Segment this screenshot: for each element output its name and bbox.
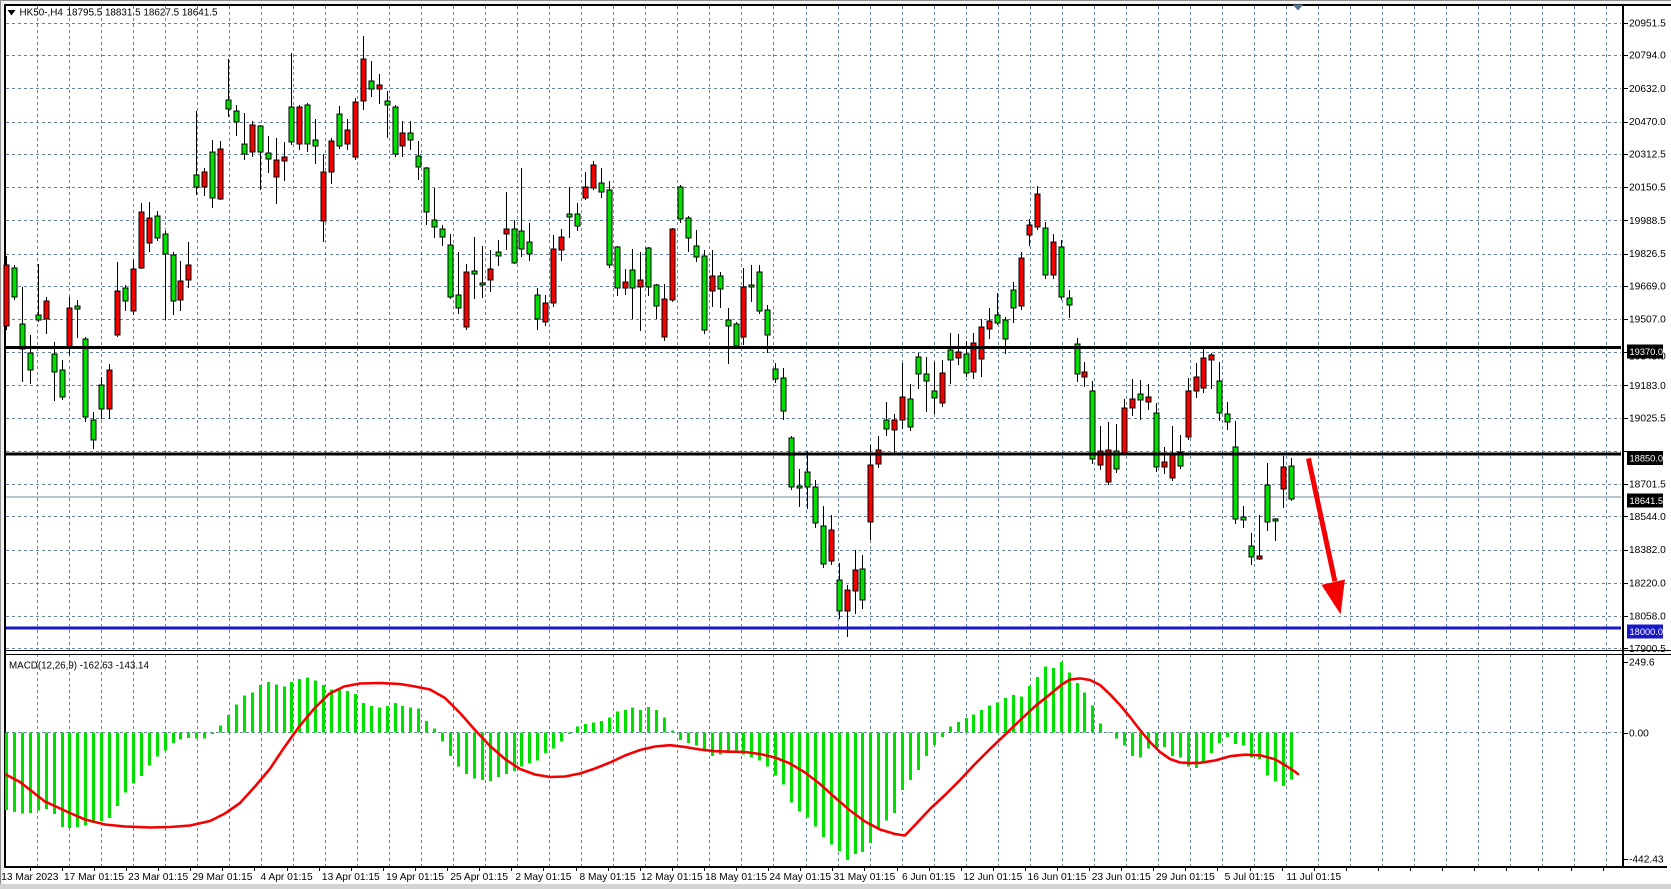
svg-text:13 Apr 01:15: 13 Apr 01:15 — [322, 872, 380, 883]
svg-text:19370.0: 19370.0 — [1630, 347, 1664, 357]
svg-text:18850.0: 18850.0 — [1630, 454, 1664, 464]
svg-text:20632.0: 20632.0 — [1629, 84, 1666, 95]
svg-text:29 Jun 01:15: 29 Jun 01:15 — [1156, 872, 1215, 883]
svg-text:8 May 01:15: 8 May 01:15 — [580, 872, 636, 883]
svg-text:23 Jun 01:15: 23 Jun 01:15 — [1092, 872, 1151, 883]
svg-text:25 Apr 01:15: 25 Apr 01:15 — [450, 872, 508, 883]
svg-text:18000.0: 18000.0 — [1630, 627, 1664, 637]
svg-text:12 Jun 01:15: 12 Jun 01:15 — [963, 872, 1022, 883]
svg-text:18 May 01:15: 18 May 01:15 — [705, 872, 767, 883]
svg-text:18220.0: 18220.0 — [1629, 578, 1666, 589]
svg-text:19025.5: 19025.5 — [1629, 413, 1666, 424]
svg-text:19 Apr 01:15: 19 Apr 01:15 — [386, 872, 444, 883]
svg-text:20150.5: 20150.5 — [1629, 183, 1666, 194]
svg-text:19988.5: 19988.5 — [1629, 216, 1666, 227]
svg-text:20312.5: 20312.5 — [1629, 149, 1666, 160]
svg-text:18058.0: 18058.0 — [1629, 612, 1666, 623]
svg-text:16 Jun 01:15: 16 Jun 01:15 — [1028, 872, 1087, 883]
svg-text:HK50-,H4: HK50-,H4 — [20, 8, 64, 19]
svg-text:19183.0: 19183.0 — [1629, 381, 1666, 392]
svg-text:19507.0: 19507.0 — [1629, 315, 1666, 326]
svg-text:20951.5: 20951.5 — [1629, 18, 1666, 29]
svg-text:18641.5: 18641.5 — [1630, 496, 1664, 506]
svg-text:19826.5: 19826.5 — [1629, 249, 1666, 260]
svg-text:4 Apr 01:15: 4 Apr 01:15 — [261, 872, 313, 883]
svg-text:13 Mar 2023: 13 Mar 2023 — [1, 872, 59, 883]
svg-text:5 Jul 01:15: 5 Jul 01:15 — [1225, 872, 1275, 883]
svg-text:6 Jun 01:15: 6 Jun 01:15 — [902, 872, 956, 883]
svg-text:MACD(12,26,9) -162.63 -143.14: MACD(12,26,9) -162.63 -143.14 — [9, 661, 150, 672]
svg-text:249.6: 249.6 — [1629, 658, 1655, 669]
svg-text:18795.5 18831.5 18627.5 18641.: 18795.5 18831.5 18627.5 18641.5 — [67, 8, 219, 19]
svg-text:12 May 01:15: 12 May 01:15 — [641, 872, 703, 883]
svg-text:2 May 01:15: 2 May 01:15 — [515, 872, 571, 883]
svg-text:17900.5: 17900.5 — [1629, 644, 1666, 655]
svg-text:0.00: 0.00 — [1629, 729, 1649, 740]
svg-text:-442.43: -442.43 — [1629, 855, 1664, 866]
svg-text:11 Jul 01:15: 11 Jul 01:15 — [1286, 872, 1341, 883]
svg-text:18701.5: 18701.5 — [1629, 480, 1666, 491]
svg-text:20794.0: 20794.0 — [1629, 51, 1666, 62]
svg-text:17 Mar 01:15: 17 Mar 01:15 — [64, 872, 124, 883]
svg-text:18382.0: 18382.0 — [1629, 545, 1666, 556]
svg-text:20470.0: 20470.0 — [1629, 117, 1666, 128]
svg-text:31 May 01:15: 31 May 01:15 — [834, 872, 896, 883]
svg-text:24 May 01:15: 24 May 01:15 — [769, 872, 831, 883]
svg-text:18544.0: 18544.0 — [1629, 512, 1666, 523]
svg-text:23 Mar 01:15: 23 Mar 01:15 — [128, 872, 188, 883]
svg-text:19669.0: 19669.0 — [1629, 281, 1666, 292]
svg-text:29 Mar 01:15: 29 Mar 01:15 — [192, 872, 252, 883]
